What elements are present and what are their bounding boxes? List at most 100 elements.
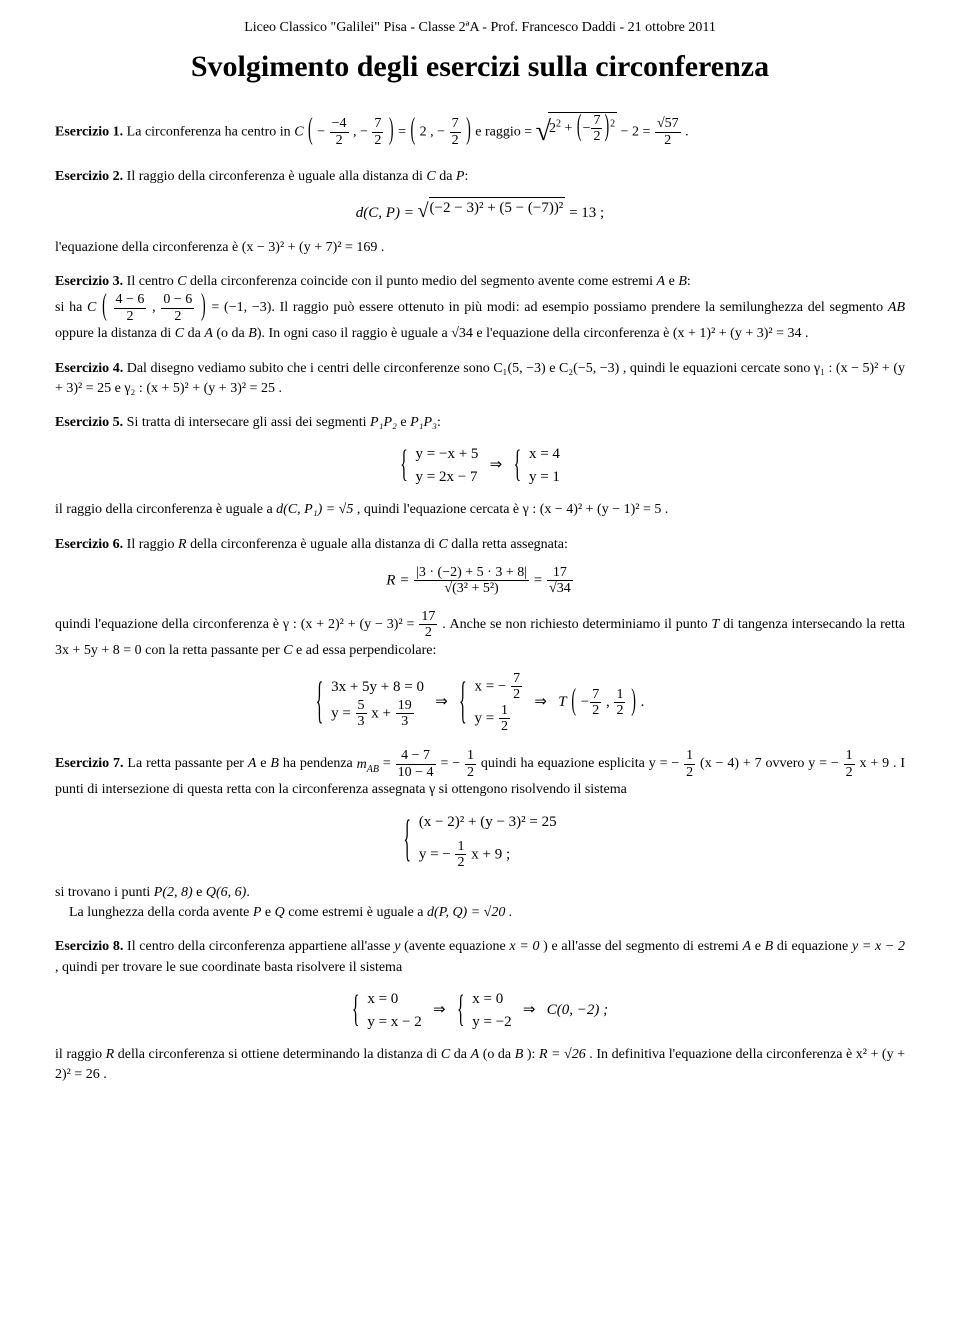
ex6-dnum: |3 · (−2) + 5 · 3 + 8| [414,565,529,581]
ex5-col: : [437,415,441,430]
ex8-yx2: y = x − 2 [852,939,905,954]
ex5-s2b: y = 1 [529,466,560,489]
ex6-s1bm: x + [371,705,391,721]
ex2-t2: l'equazione della circonferenza è (x − 3… [55,240,384,255]
ex6-s2bp: y = [474,710,494,726]
ex6-dlhs: R = [386,572,409,588]
ex7-s2p: y = − [419,846,451,862]
ex6-dden: √(3² + 5²) [414,581,529,596]
ex5-s1b: y = 2x − 7 [416,466,479,489]
exercise-8-label: Esercizio 8. [55,939,123,954]
ex1-C: C [294,125,303,140]
exercise-5-label: Esercizio 5. [55,415,123,430]
ex1-f1n: −4 [330,116,349,132]
ex2-C: C [426,169,435,184]
ex6-Tn2: 1 [614,687,625,703]
paren-close-2: ) [466,110,471,155]
exercise-2-label: Esercizio 2. [55,169,123,184]
ex3-C2: C [87,301,96,316]
ex5-t2b: , quindi l'equazione cercata è γ : (x − … [357,502,668,517]
ex3-t3: si ha [55,301,82,316]
ex8-R: R [106,1047,115,1062]
ex8-Rres: R = √26 [539,1047,586,1062]
ex7-and: e [196,885,202,900]
exercise-3-label: Esercizio 3. [55,274,123,289]
ex4-text: Dal disegno vediamo subito che i centri … [55,361,905,396]
ex8-x0: x = 0 [509,939,539,954]
ex7-t6: come estremi è uguale a [288,905,423,920]
ex6-arr2: ⇒ [534,694,547,710]
ex6-dden2: √34 [547,581,573,596]
ex6-Td2: 2 [614,703,625,718]
ex6-T: T [712,617,720,632]
ex8-A2: A [471,1047,480,1062]
ex2-colon: : [464,169,468,184]
ex7-t2: ha pendenza [283,757,353,772]
ex6-s2bn: 1 [499,703,510,719]
ex3-B2: B [248,326,257,341]
ex3-t6: da [188,326,201,341]
ex3-C: C [177,274,186,289]
ex6-t4b: . Anche se non richiesto determiniamo il… [442,617,707,632]
ex1-f1d: 2 [330,133,349,148]
ex3-t1: Il centro [127,274,174,289]
ex1-eq: = [398,125,406,140]
ex6-s1bn2: 19 [396,698,414,714]
exercise-1-label: Esercizio 1. [55,125,123,140]
ex1-radbn: 7 [591,113,602,129]
ex6-s1bd1: 3 [356,714,367,729]
ex7-y2n: 1 [844,748,855,764]
ex8-B: B [765,939,774,954]
ex8-t9: (o da [483,1047,511,1062]
ex6-arr: ⇒ [435,694,448,710]
ex8-display: { x = 0 y = x − 2 ⇒ { x = 0 y = −2 ⇒ C(0… [55,988,905,1033]
ex7-P: P(2, 8) [154,885,193,900]
ex8-t3: ) e all'asse del segmento di estremi [543,939,739,954]
exercise-5: Esercizio 5. Si tratta di intersecare gl… [55,413,905,521]
ex1-c2bd: 2 [450,133,461,148]
ex8-s1b: y = x − 2 [367,1011,421,1034]
ex3-s34: √34 [451,326,473,341]
ex6-s2an: 7 [511,671,522,687]
ex3-t9: e l'equazione della circonferenza è (x +… [476,326,808,341]
ex7-B: B [270,757,279,772]
ex3-d2: 2 [161,309,194,324]
paren-open-2: ( [411,110,416,155]
document-title: Svolgimento degli esercizi sulla circonf… [55,50,905,84]
page: Liceo Classico "Galilei" Pisa - Classe 2… [0,0,960,1140]
ex6-t3: dalla retta assegnata: [451,537,568,552]
ex7-y1p: y = − [649,757,680,772]
ex8-s2b: y = −2 [472,1011,511,1034]
ex7-A: A [248,757,257,772]
ex3-A: A [657,274,666,289]
ex1-f2d: 2 [372,133,383,148]
ex3-C3: C [175,326,184,341]
ex8-Cres: C(0, −2) ; [547,1002,608,1018]
ex3-t4: Il raggio può essere ottenuto in più mod… [280,301,884,316]
ex1-resd: 2 [655,133,681,148]
ex6-t4a: quindi l'equazione della circonferenza è… [55,617,414,632]
ex8-A: A [743,939,752,954]
paren-close: ) [389,110,394,155]
ex3-t8: ). In ogni caso il raggio è uguale a [257,326,448,341]
exercise-4-label: Esercizio 4. [55,361,123,376]
ex7-Q: Q(6, 6) [206,885,246,900]
exercise-6: Esercizio 6. Il raggio R della circonfer… [55,535,905,735]
ex7-e2: e [265,905,271,920]
ex6-display-2: { 3x + 5y + 8 = 0 y = 53 x + 193 ⇒ { x =… [55,671,905,735]
exercise-2: Esercizio 2. Il raggio della circonferen… [55,167,905,259]
ex1-f2n: 7 [372,116,383,132]
ex6-Tn1: 7 [590,687,601,703]
exercise-6-label: Esercizio 6. [55,537,123,552]
paren-open: ( [308,110,313,155]
ex7-t4: si trovano i punti [55,885,150,900]
ex5-P13: P₁P₃ [410,415,437,430]
ex1-dot: . [685,125,689,140]
ex7-s2post: x + 9 ; [471,846,510,862]
ex8-B2: B [515,1047,524,1062]
ex6-s1bn1: 5 [356,698,367,714]
ex8-t5: , quindi per trovare le sue coordinate b… [55,960,402,975]
ex7-t1: La retta passante per [127,757,244,772]
ex5-arrow: ⇒ [490,457,503,473]
ex3-res: = (−1, −3). [211,301,279,316]
